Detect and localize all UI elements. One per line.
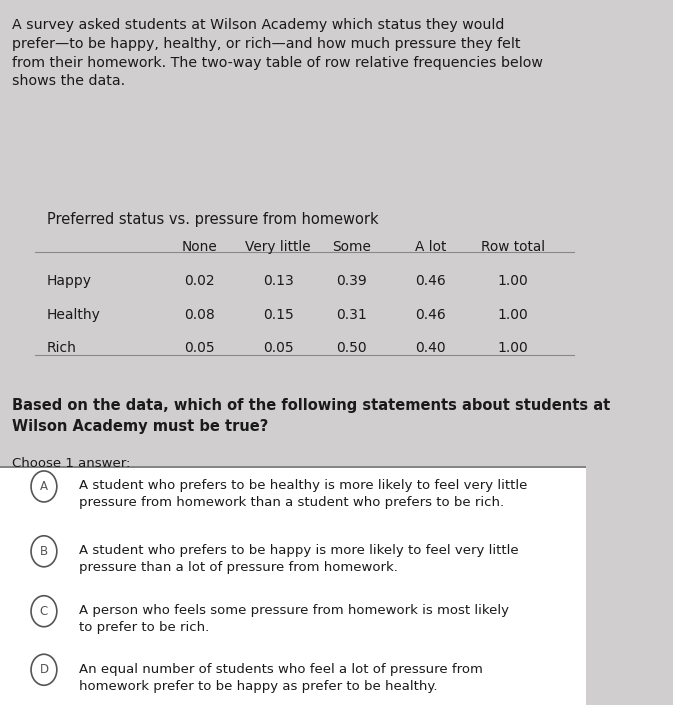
Text: An equal number of students who feel a lot of pressure from
homework prefer to b: An equal number of students who feel a l… (79, 663, 483, 693)
Text: B: B (40, 545, 48, 558)
Text: 0.46: 0.46 (415, 308, 446, 322)
Text: Choose 1 answer:: Choose 1 answer: (11, 457, 130, 470)
Text: 0.15: 0.15 (263, 308, 293, 322)
Text: 0.05: 0.05 (263, 341, 293, 355)
Text: 0.13: 0.13 (263, 274, 293, 288)
Text: A survey asked students at Wilson Academy which status they would
prefer—to be h: A survey asked students at Wilson Academ… (11, 18, 542, 88)
Text: 0.02: 0.02 (184, 274, 215, 288)
Text: C: C (40, 605, 48, 618)
Text: 0.40: 0.40 (415, 341, 446, 355)
Text: A lot: A lot (415, 240, 446, 254)
Text: Based on the data, which of the following statements about students at
Wilson Ac: Based on the data, which of the followin… (11, 398, 610, 434)
Text: 0.50: 0.50 (336, 341, 367, 355)
Text: A person who feels some pressure from homework is most likely
to prefer to be ri: A person who feels some pressure from ho… (79, 604, 509, 634)
Text: A: A (40, 480, 48, 493)
FancyBboxPatch shape (0, 468, 586, 705)
Text: Happy: Happy (47, 274, 92, 288)
Text: 0.05: 0.05 (184, 341, 215, 355)
Text: 0.46: 0.46 (415, 274, 446, 288)
Text: 0.08: 0.08 (184, 308, 215, 322)
Text: 1.00: 1.00 (497, 341, 528, 355)
Text: Rich: Rich (47, 341, 77, 355)
Text: 1.00: 1.00 (497, 274, 528, 288)
Text: 1.00: 1.00 (497, 308, 528, 322)
Text: D: D (40, 663, 48, 676)
Text: 0.31: 0.31 (336, 308, 367, 322)
Text: Row total: Row total (481, 240, 544, 254)
Text: None: None (181, 240, 217, 254)
Text: A student who prefers to be healthy is more likely to feel very little
pressure : A student who prefers to be healthy is m… (79, 479, 528, 510)
Text: Healthy: Healthy (47, 308, 101, 322)
Text: Preferred status vs. pressure from homework: Preferred status vs. pressure from homew… (47, 212, 378, 226)
Text: 0.39: 0.39 (336, 274, 367, 288)
Text: A student who prefers to be happy is more likely to feel very little
pressure th: A student who prefers to be happy is mor… (79, 544, 519, 575)
Text: Very little: Very little (246, 240, 311, 254)
Text: Some: Some (332, 240, 371, 254)
